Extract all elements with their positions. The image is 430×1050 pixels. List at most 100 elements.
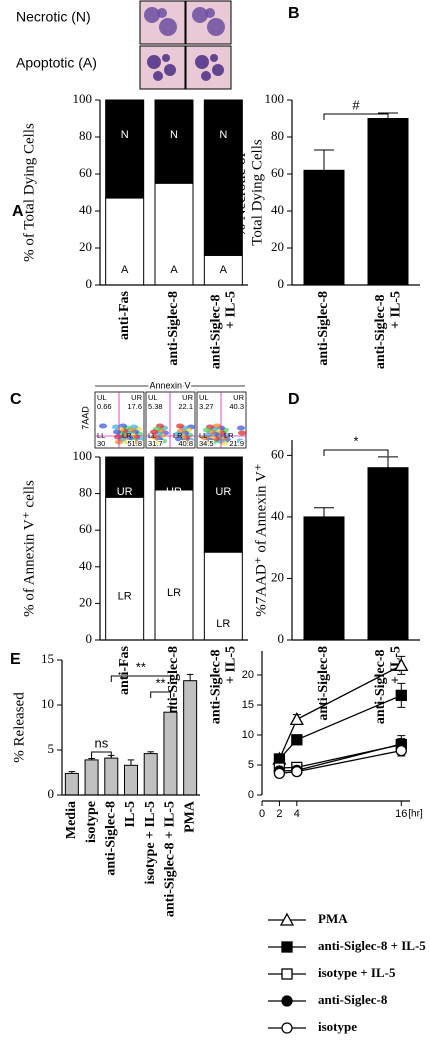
image-label: Apoptotic (A) xyxy=(16,55,97,71)
legend-label: anti-Siglec-8 + IL-5 xyxy=(318,938,426,953)
bar xyxy=(183,680,198,796)
point xyxy=(289,712,304,726)
segment-label: UR xyxy=(117,486,133,498)
segment-label: A xyxy=(220,264,228,276)
y-tick-label: 10 xyxy=(41,696,54,711)
point xyxy=(395,689,407,702)
flow-events xyxy=(203,427,211,433)
quadrant-name: UL xyxy=(148,393,158,402)
nucleus xyxy=(201,71,211,81)
flow-events xyxy=(175,436,183,442)
y-tick-label: 15 xyxy=(242,699,254,711)
quadrant-name: UR xyxy=(233,393,244,402)
x-tick-label: isotype xyxy=(84,801,99,843)
significance-bracket xyxy=(323,113,389,120)
flow-events xyxy=(152,439,160,445)
significance-bracket xyxy=(91,751,112,758)
bar-segment xyxy=(203,551,243,641)
segment-label: UR xyxy=(166,486,182,498)
x-tick-label: anti-Siglec-8 + IL-5 xyxy=(209,646,239,724)
bar xyxy=(303,169,345,286)
significance-label: ** xyxy=(156,675,166,690)
y-tick-label: 20 xyxy=(79,594,92,609)
point xyxy=(395,744,407,757)
quadrant-name: LR xyxy=(173,431,183,440)
quadrant-value: 0.66 xyxy=(97,402,112,411)
bar-segment xyxy=(154,182,194,286)
legend-label: anti-Siglec-8 xyxy=(318,992,388,1007)
y-tick-label: 0 xyxy=(48,786,55,801)
nucleus xyxy=(159,18,177,36)
segment-label: A xyxy=(170,264,178,276)
nucleus xyxy=(164,64,176,76)
segment-label: N xyxy=(170,129,178,141)
flow-x-label: Annexin V xyxy=(149,380,190,390)
quadrant-name: UL xyxy=(199,393,209,402)
quadrant-name: LR xyxy=(122,431,132,440)
x-tick-label: anti-Siglec-8 xyxy=(316,646,331,721)
quadrant-name: UR xyxy=(182,393,193,402)
y-tick-label: 60 xyxy=(271,446,284,461)
panel-label: B xyxy=(288,5,300,22)
y-tick-label: 0 xyxy=(278,276,285,291)
y-tick-label: 40 xyxy=(271,508,284,523)
legend-label: isotype xyxy=(318,1019,357,1034)
significance-label: ** xyxy=(136,659,146,674)
point xyxy=(273,767,286,780)
quadrant-name: LL xyxy=(97,431,105,440)
x-tick-label: anti-Fas xyxy=(117,645,132,695)
legend-marker xyxy=(281,968,293,980)
panel-label: C xyxy=(10,391,22,408)
nucleus xyxy=(162,54,170,62)
y-tick-label: 80 xyxy=(79,485,92,500)
bar xyxy=(104,757,119,796)
bar xyxy=(367,118,409,286)
y-tick-label: 60 xyxy=(79,165,92,180)
significance-label: # xyxy=(352,97,360,112)
segment-label: UR xyxy=(215,486,231,498)
bar-segment xyxy=(105,456,145,498)
bar-segment xyxy=(105,99,145,199)
nucleus xyxy=(147,55,161,69)
segment-label: LR xyxy=(216,618,230,630)
flow-events xyxy=(176,423,184,429)
significance-label: ns xyxy=(95,735,109,750)
quadrant-value: 3.27 xyxy=(199,402,214,411)
significance-bracket xyxy=(150,691,171,698)
x-tick-label: anti-Siglec-8 xyxy=(166,646,181,721)
legend-marker xyxy=(281,941,293,953)
quadrant-value: 21.9 xyxy=(229,439,244,448)
x-tick-label: PMA xyxy=(182,800,197,833)
x-tick-label: IL-5 xyxy=(123,801,138,827)
y-tick-label: 10 xyxy=(242,729,254,741)
y-tick-label: 40 xyxy=(271,202,284,217)
y-tick-label: 20 xyxy=(271,239,284,254)
x-tick-label: 4 xyxy=(294,808,300,820)
flow-y-label: 7AAD xyxy=(80,406,90,430)
x-tick-label: anti-Fas xyxy=(117,290,132,340)
y-tick-label: 5 xyxy=(248,759,254,771)
quadrant-name: LL xyxy=(148,431,156,440)
segment-label: A xyxy=(121,264,129,276)
y-axis-label: % Released xyxy=(11,692,27,763)
bar xyxy=(367,467,409,641)
x-tick-label: 16 xyxy=(395,808,407,820)
nucleus xyxy=(210,54,218,62)
legend-label: isotype + IL-5 xyxy=(318,965,396,980)
x-tick-label: anti-Siglec-8 xyxy=(316,291,331,366)
panel-label: D xyxy=(288,391,300,408)
x-tick-label: Media xyxy=(64,801,79,839)
quadrant-value: 5.38 xyxy=(148,402,163,411)
y-tick-label: 60 xyxy=(79,521,92,536)
y-tick-label: 0 xyxy=(86,276,93,291)
flow-events xyxy=(202,440,210,446)
flow-events xyxy=(236,438,244,444)
x-tick-label: anti-Siglec-8 + IL-5 xyxy=(209,291,239,369)
image-label: Necrotic (N) xyxy=(16,9,91,25)
bar-segment xyxy=(154,99,194,184)
quadrant-value: 40.8 xyxy=(178,439,193,448)
y-axis-label: % Necrotic of Total Dying Cells xyxy=(233,139,266,246)
bar-segment xyxy=(105,496,145,641)
quadrant-value: 51.8 xyxy=(127,439,142,448)
